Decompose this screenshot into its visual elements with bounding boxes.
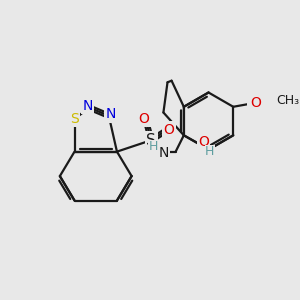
Text: O: O	[164, 123, 175, 136]
Text: S: S	[70, 112, 79, 126]
Text: H: H	[149, 140, 158, 153]
Text: N: N	[158, 146, 169, 160]
Text: CH₃: CH₃	[277, 94, 300, 107]
Text: N: N	[82, 99, 93, 113]
Text: O: O	[198, 135, 209, 149]
Text: O: O	[250, 96, 262, 110]
Text: S: S	[146, 133, 156, 148]
Text: O: O	[138, 112, 149, 126]
Text: N: N	[105, 107, 116, 121]
Text: H: H	[205, 145, 214, 158]
